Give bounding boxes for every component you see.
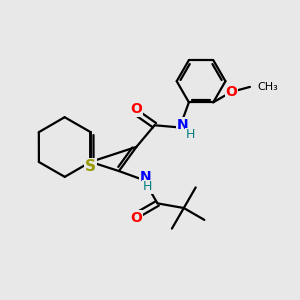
Text: O: O [130,102,142,116]
Text: H: H [143,180,152,193]
Text: N: N [140,169,152,184]
Text: CH₃: CH₃ [257,82,278,92]
Text: S: S [85,159,96,174]
Text: O: O [225,85,237,99]
Text: O: O [131,211,142,225]
Text: H: H [185,128,195,141]
Text: N: N [176,118,188,132]
